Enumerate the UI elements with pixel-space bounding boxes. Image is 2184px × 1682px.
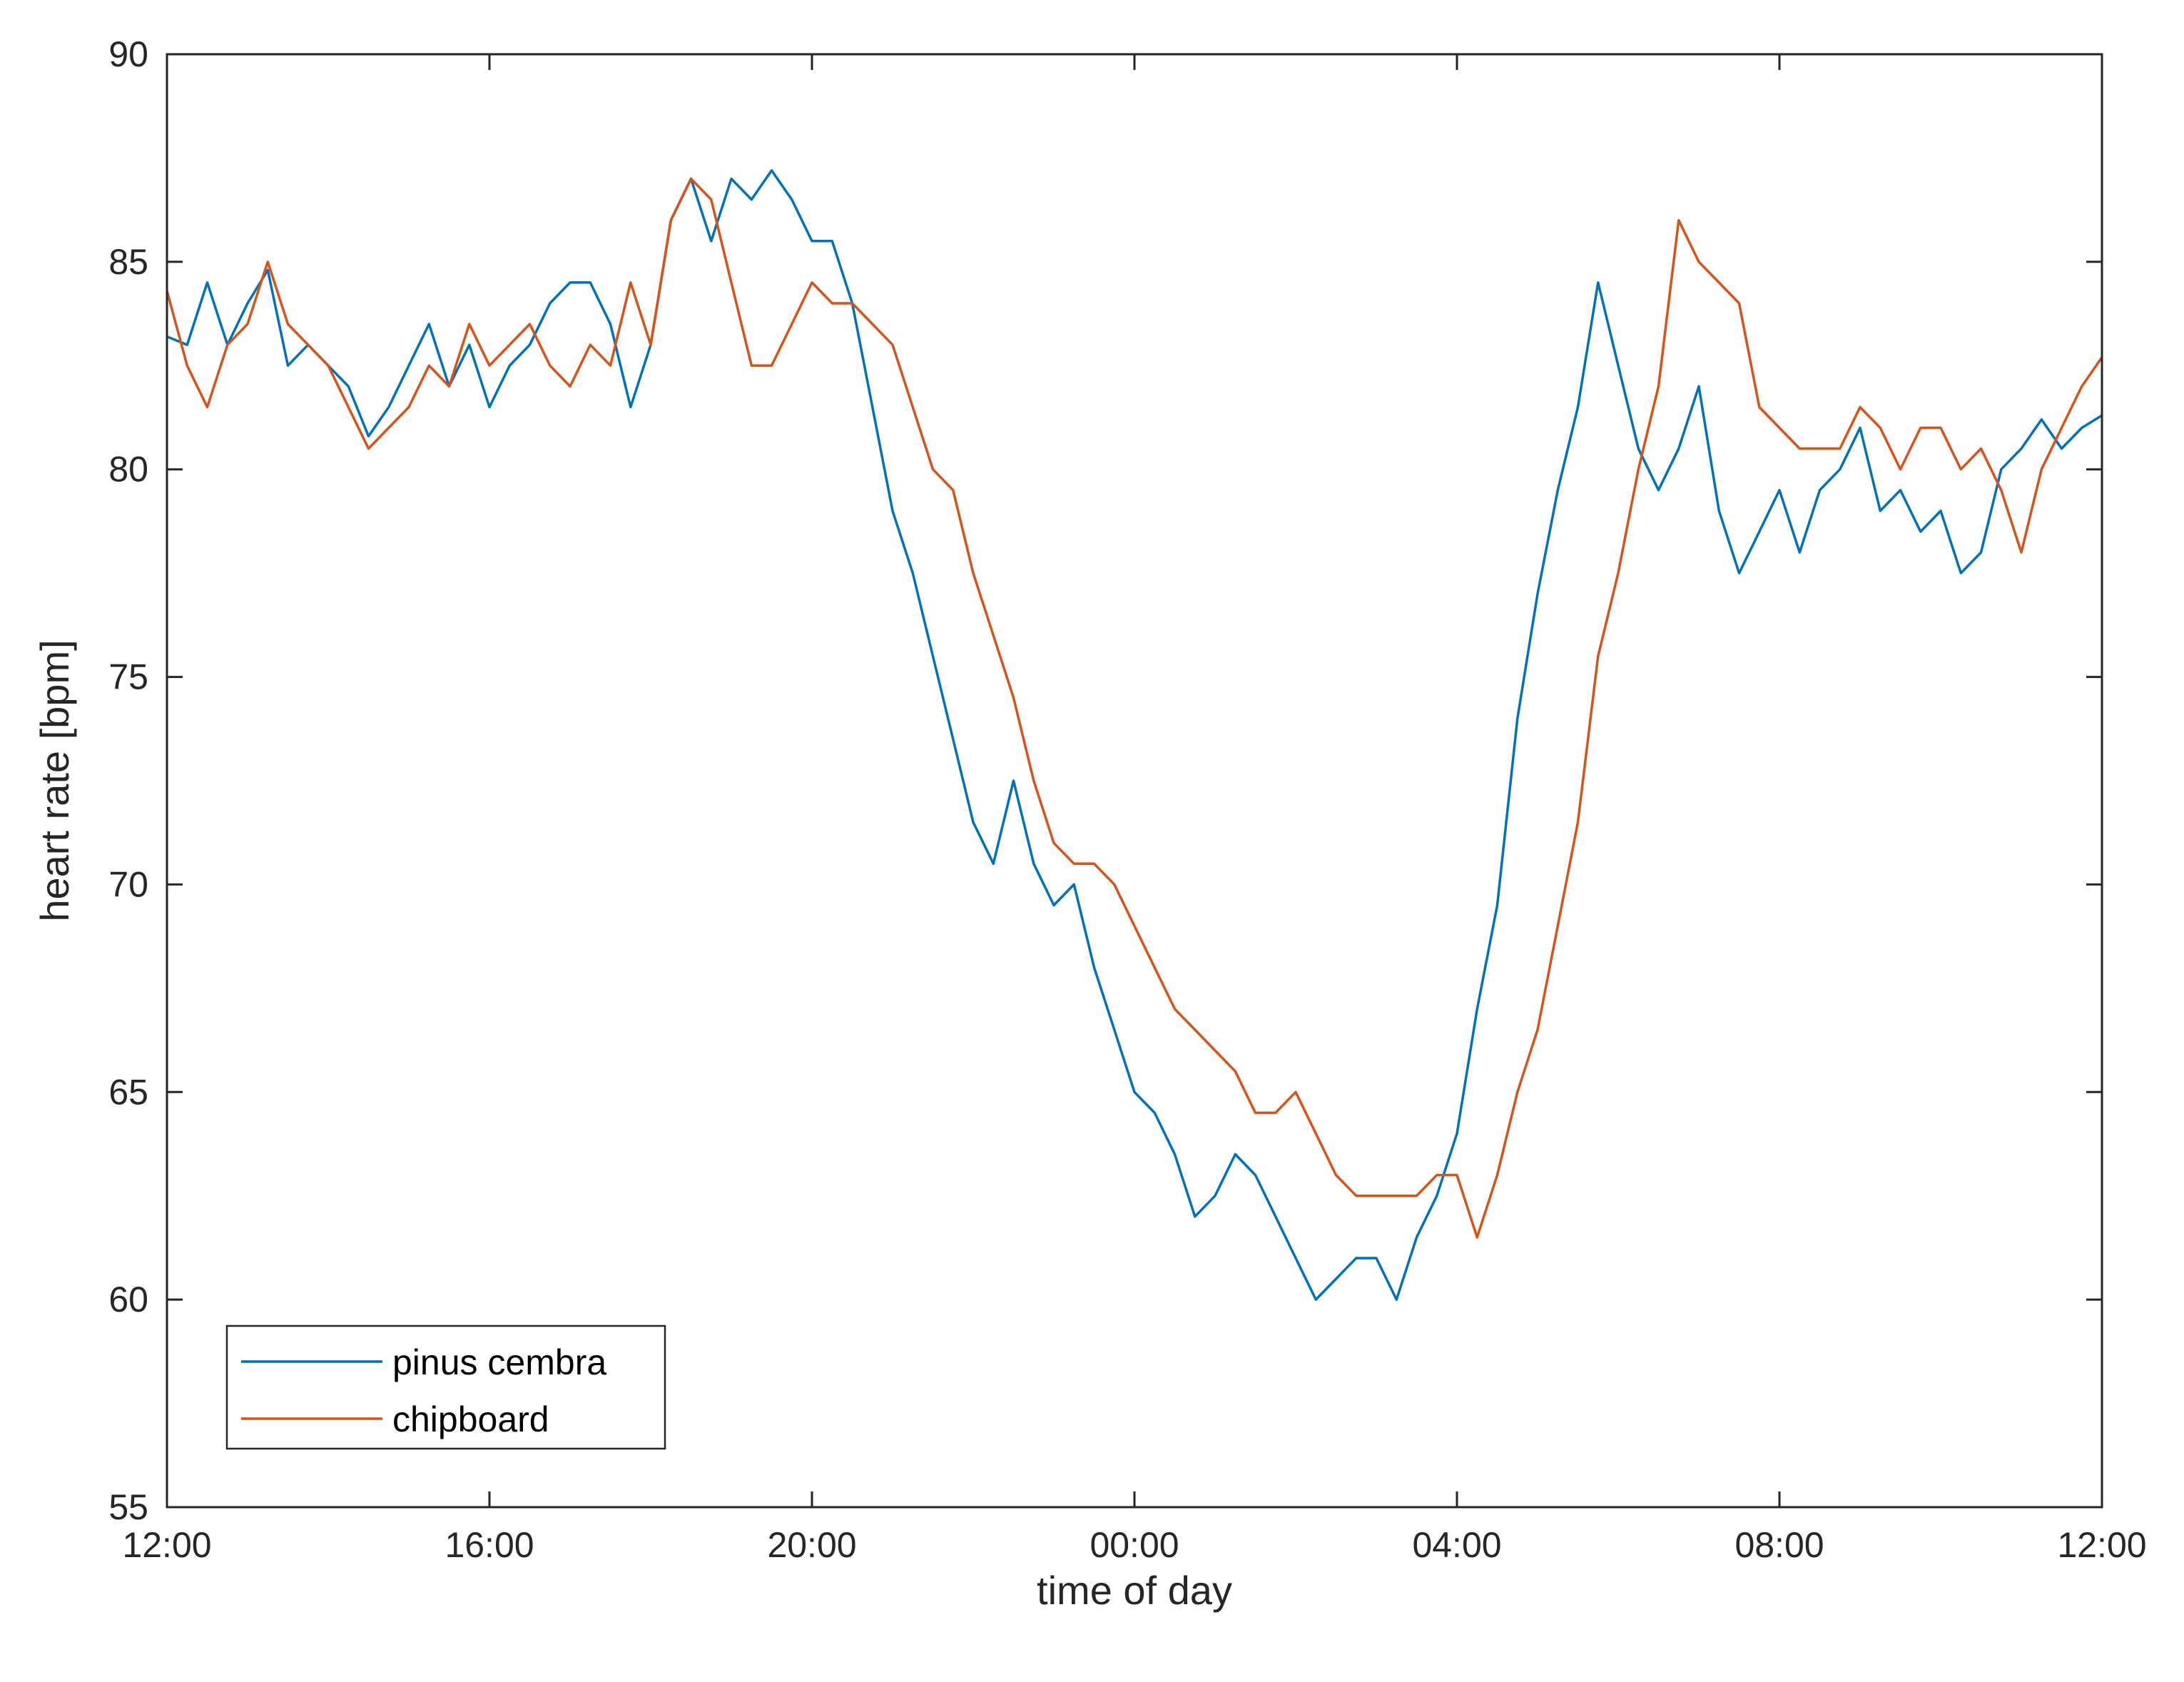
- x-tick-label: 12:00: [2057, 1525, 2146, 1565]
- y-axis-title: heart rate [bpm]: [32, 639, 77, 921]
- y-tick-label: 70: [108, 864, 148, 904]
- legend-label-pinus-cembra: pinus cembra: [392, 1342, 606, 1382]
- y-tick-label: 55: [108, 1487, 148, 1527]
- y-tick-label: 90: [108, 34, 148, 74]
- y-tick-label: 60: [108, 1280, 148, 1319]
- x-tick-label: 04:00: [1412, 1525, 1501, 1565]
- x-tick-label: 12:00: [122, 1525, 211, 1565]
- series-line-pinus-cembra: [166, 169, 2103, 1301]
- series-line-chipboard: [166, 177, 2103, 1239]
- x-tick-label: 00:00: [1090, 1525, 1179, 1565]
- y-tick-label: 85: [108, 242, 148, 282]
- x-tick-label: 16:00: [445, 1525, 534, 1565]
- y-tick-label: 80: [108, 450, 148, 490]
- legend: pinus cembra chipboard: [225, 1324, 666, 1450]
- series-lines: [166, 169, 2103, 1301]
- legend-label-chipboard: chipboard: [392, 1399, 549, 1439]
- y-tick-label: 75: [108, 657, 148, 697]
- x-axis-ticks: 12:00 16:00 20:00 00:00 04:00 08:00 12:00: [122, 54, 2147, 1565]
- x-axis-title: time of day: [1037, 1568, 1232, 1613]
- legend-box: [225, 1324, 666, 1450]
- plot-area: [167, 54, 2102, 1507]
- y-axis-ticks: 55 60 65 70 75 80 85 90: [108, 34, 2102, 1527]
- x-tick-label: 20:00: [767, 1525, 856, 1565]
- y-tick-label: 65: [108, 1072, 148, 1112]
- x-tick-label: 08:00: [1734, 1525, 1824, 1565]
